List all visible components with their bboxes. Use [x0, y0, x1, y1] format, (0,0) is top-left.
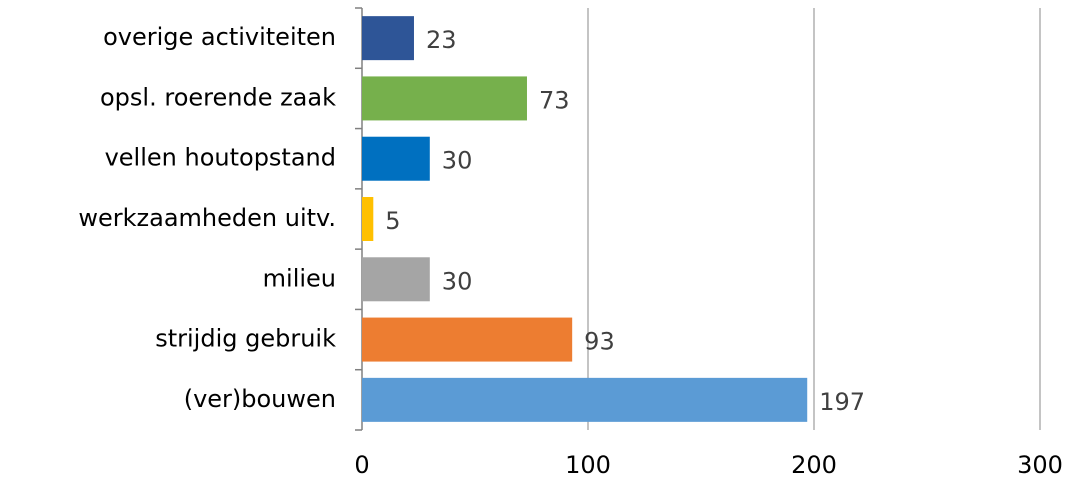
y-tick-label: strijdig gebruik — [155, 325, 336, 353]
y-tick-label: (ver)bouwen — [184, 385, 336, 413]
value-label: 93 — [584, 328, 615, 356]
y-tick-label: vellen houtopstand — [105, 144, 336, 172]
bar — [362, 317, 573, 362]
value-label: 5 — [385, 207, 400, 235]
x-tick-label: 200 — [791, 451, 837, 479]
bar — [362, 136, 430, 181]
bar — [362, 257, 430, 302]
bar — [362, 377, 808, 422]
x-tick-label: 100 — [565, 451, 611, 479]
bar — [362, 16, 414, 61]
value-label: 30 — [442, 267, 473, 295]
bar — [362, 197, 374, 241]
x-tick-label: 0 — [354, 451, 369, 479]
y-tick-label: overige activiteiten — [103, 23, 336, 51]
value-label: 23 — [426, 26, 457, 54]
value-label: 197 — [819, 388, 865, 416]
bar — [362, 76, 527, 121]
x-tick-label: 300 — [1017, 451, 1063, 479]
y-tick-label: opsl. roerende zaak — [100, 83, 336, 111]
y-tick-label: werkzaamheden uitv. — [78, 204, 336, 232]
value-label: 30 — [442, 147, 473, 175]
y-tick-label: milieu — [263, 264, 336, 292]
value-label: 73 — [539, 86, 570, 114]
